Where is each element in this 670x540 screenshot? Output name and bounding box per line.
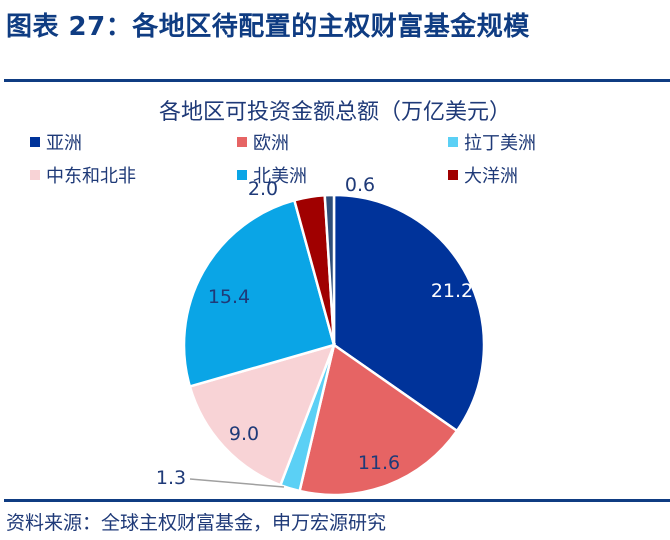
data-label: 1.3 bbox=[156, 467, 186, 489]
legend-item-oceania: 大洋洲 bbox=[448, 162, 518, 188]
pie-slice bbox=[182, 198, 336, 389]
data-label: 0.6 bbox=[345, 174, 375, 196]
legend-swatch-europe bbox=[237, 137, 247, 147]
pie-slice bbox=[298, 342, 459, 497]
legend-swatch-latin-america bbox=[448, 137, 458, 147]
legend-swatch-asia bbox=[30, 137, 40, 147]
pie-slice bbox=[323, 193, 336, 346]
legend-label: 中东和北非 bbox=[46, 166, 136, 187]
legend-swatch-mena bbox=[30, 170, 40, 180]
title-divider bbox=[4, 79, 670, 82]
pie-slice bbox=[332, 193, 486, 433]
legend-label: 拉丁美洲 bbox=[464, 133, 536, 154]
data-label: 2.0 bbox=[248, 178, 278, 200]
figure-title: 图表 27：各地区待配置的主权财富基金规模 bbox=[6, 12, 530, 42]
leader-line-latin-america bbox=[189, 478, 285, 488]
data-label: 15.4 bbox=[208, 286, 250, 308]
source-divider bbox=[4, 499, 670, 502]
legend-item-latin-america: 拉丁美洲 bbox=[448, 129, 536, 155]
legend-label: 北美洲 bbox=[253, 166, 307, 187]
legend-swatch-oceania bbox=[448, 170, 458, 180]
pie-labels: 21.2 11.6 1.3 9.0 15.4 2.0 0.6 bbox=[156, 174, 473, 489]
pie-slice bbox=[188, 343, 337, 487]
legend-label: 亚洲 bbox=[46, 133, 82, 154]
chart-title: 各地区可投资金额总额（万亿美元） bbox=[158, 100, 511, 125]
source-note: 资料来源：全球主权财富基金，申万宏源研究 bbox=[6, 512, 387, 534]
legend-item-north-america: 北美洲 bbox=[237, 162, 307, 188]
legend-item-mena: 中东和北非 bbox=[30, 162, 136, 188]
legend-swatch-north-america bbox=[237, 170, 247, 180]
legend-label: 欧洲 bbox=[253, 133, 289, 154]
legend-item-europe: 欧洲 bbox=[237, 129, 289, 155]
data-label: 21.2 bbox=[431, 280, 473, 302]
data-label: 11.6 bbox=[358, 452, 400, 474]
pie-slices bbox=[182, 193, 486, 497]
legend-item-asia: 亚洲 bbox=[30, 129, 82, 155]
data-label: 9.0 bbox=[229, 423, 259, 445]
legend-label: 大洋洲 bbox=[464, 166, 518, 187]
